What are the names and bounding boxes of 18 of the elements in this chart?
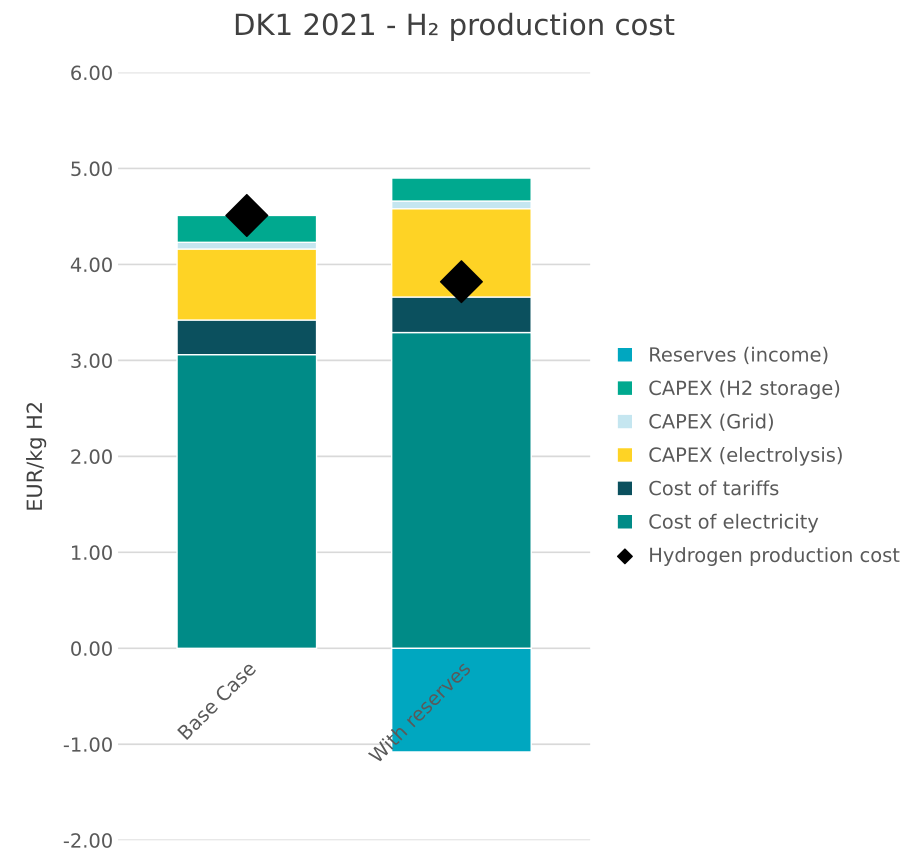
y-axis-title: EUR/kg H2 (26, 403, 46, 510)
legend-label: CAPEX (electrolysis) (649, 446, 842, 466)
y-tick-label: 6.00 (71, 65, 112, 80)
y-tick-label: 4.00 (70, 257, 112, 272)
y-tick-label: 2.00 (71, 449, 112, 464)
y-tick-label: 1.00 (72, 545, 112, 560)
y-tick-label: -2.00 (64, 833, 112, 848)
legend-label: Hydrogen production cost (650, 547, 900, 566)
y-tick-label: 3.00 (71, 353, 112, 368)
y-tick-label: 5.00 (71, 161, 112, 176)
chart-title: DK1 2021 - H₂ production cost (236, 12, 674, 42)
legend-label: Cost of electricity (649, 514, 818, 533)
legend-label: Cost of tariffs (649, 480, 778, 496)
legend-label: CAPEX (Grid) (649, 414, 773, 431)
legend-label: CAPEX (H2 storage) (649, 380, 840, 399)
legend-label: Reserves (income) (650, 346, 828, 364)
y-tick-label: -1.00 (64, 737, 112, 752)
y-tick-label: 0.00 (71, 641, 112, 656)
